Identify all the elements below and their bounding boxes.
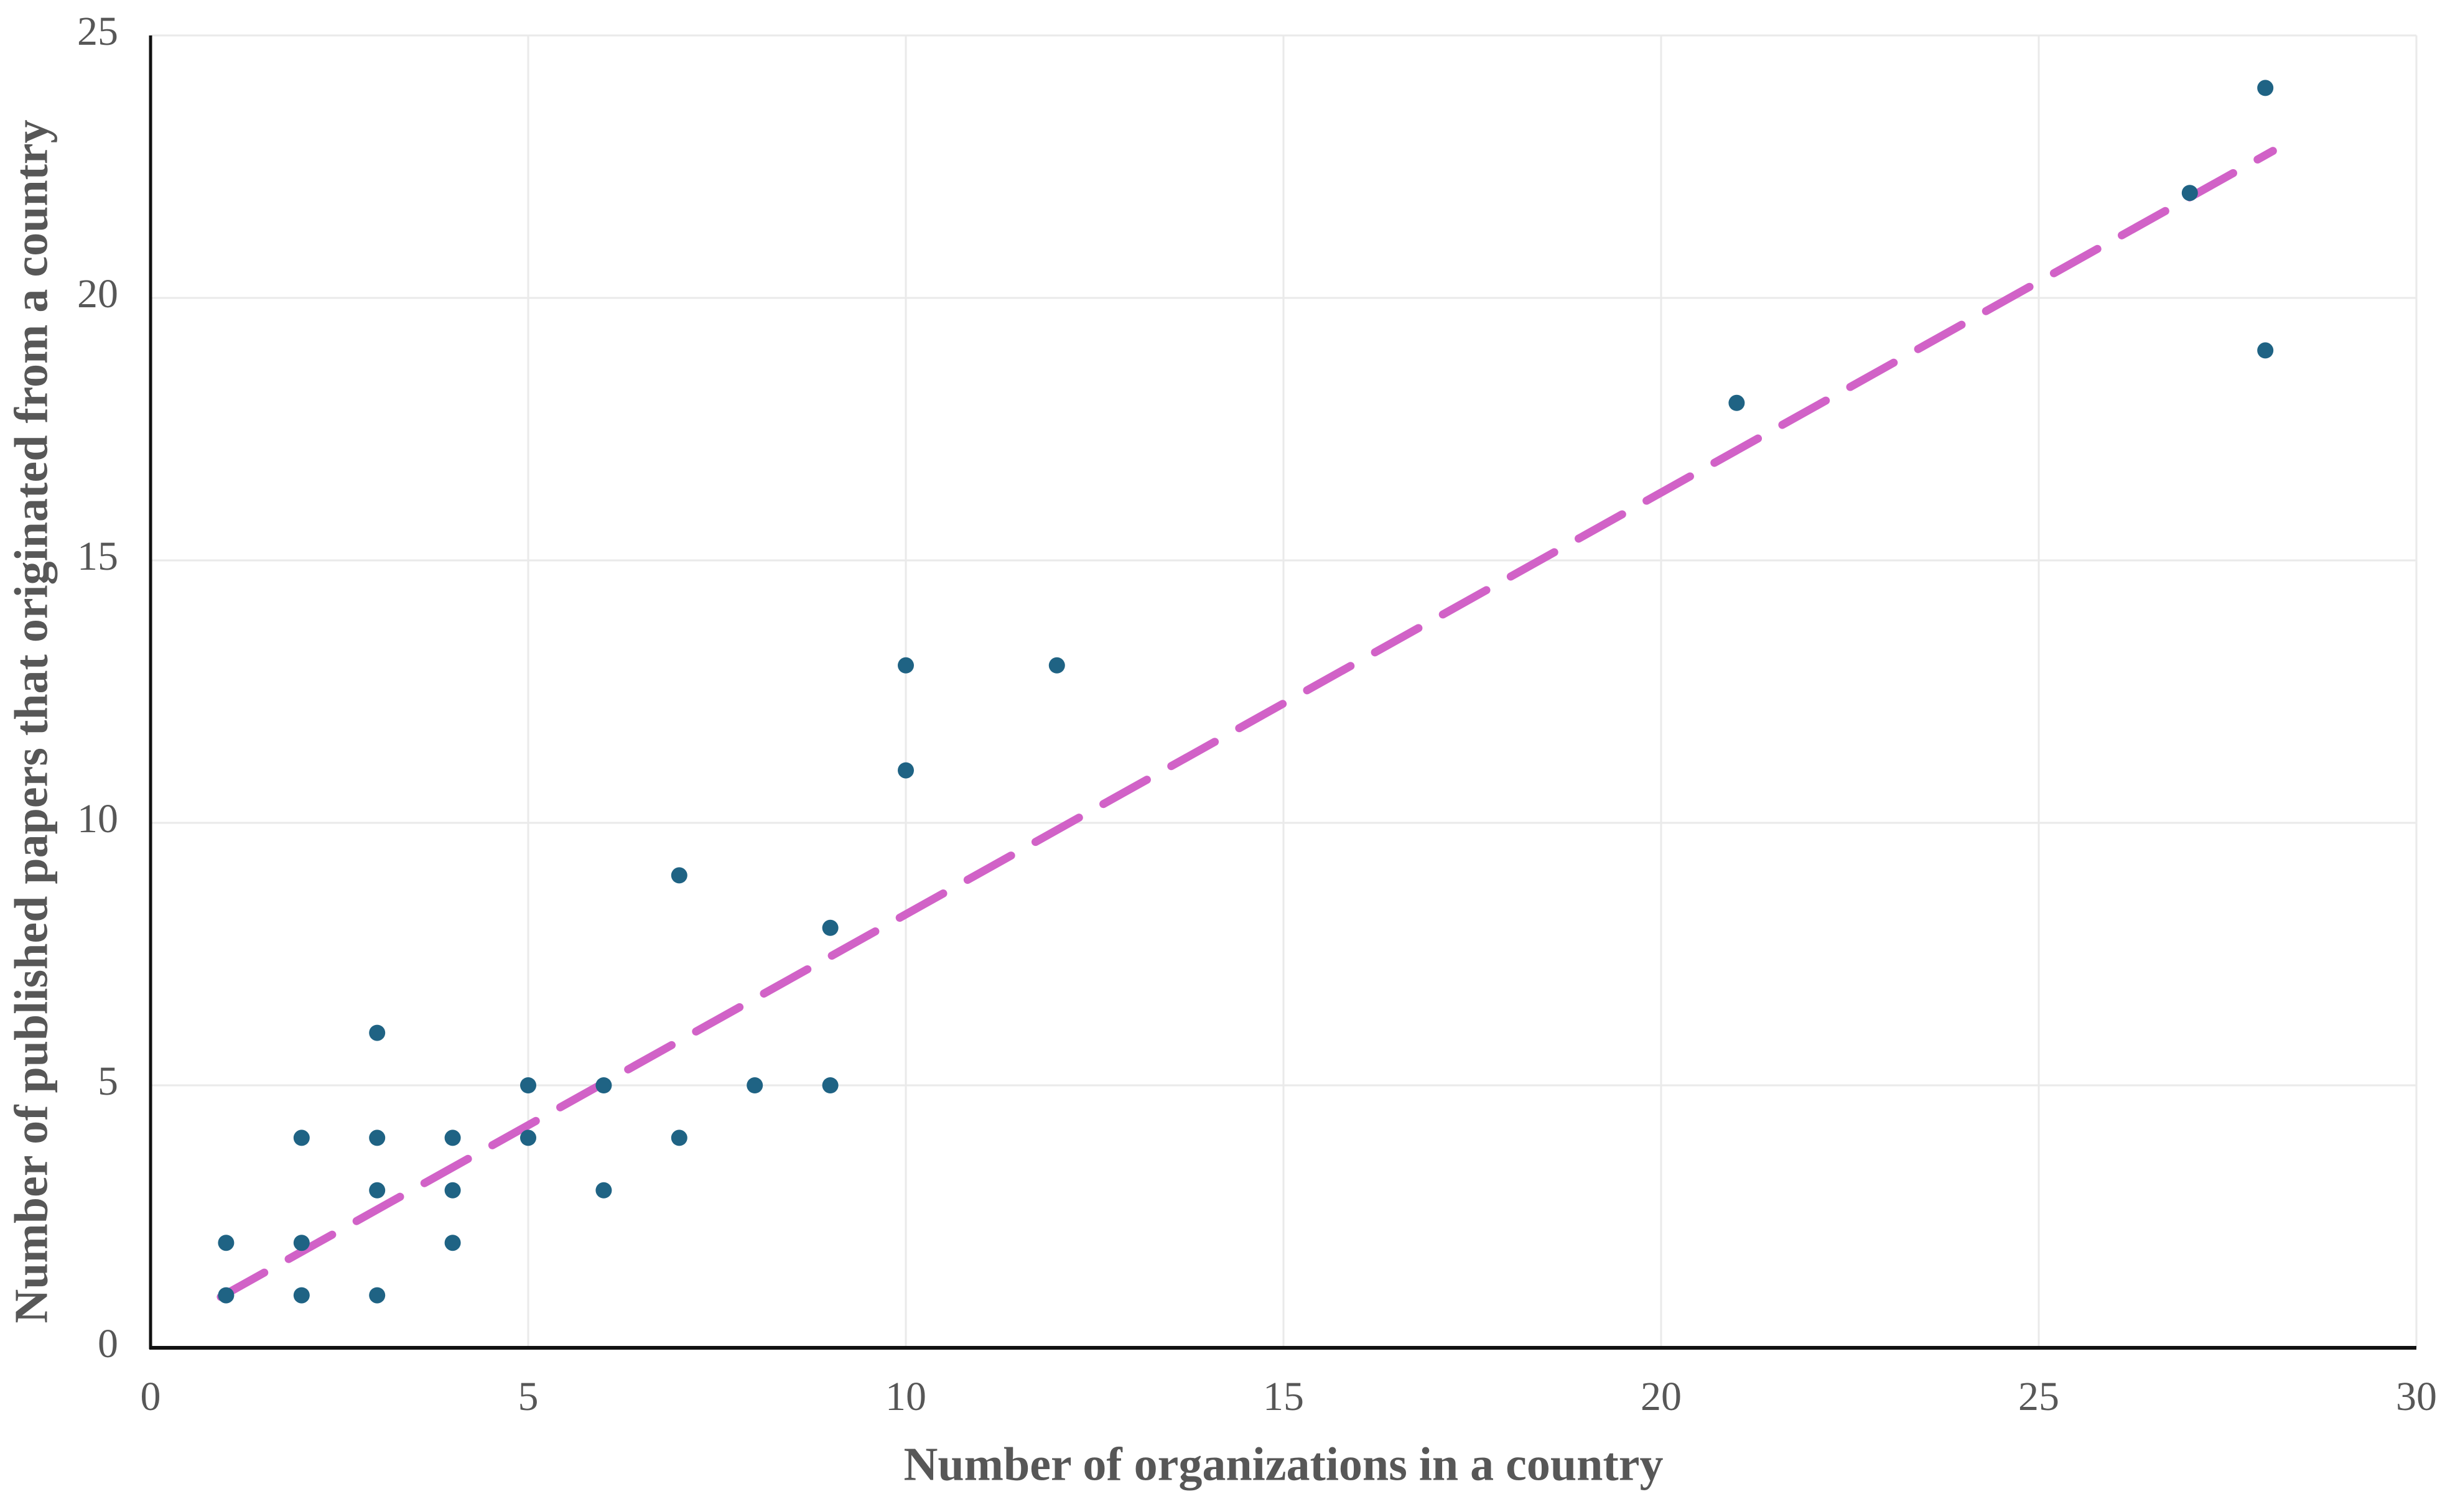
x-tick-label: 20 (1641, 1374, 1682, 1419)
data-point (293, 1235, 310, 1251)
data-point (218, 1235, 235, 1251)
y-tick-labels: 0 5 10 15 20 25 (77, 9, 118, 1366)
x-tick-labels: 0 5 10 15 20 25 30 (141, 1374, 2438, 1419)
data-point (218, 1287, 235, 1304)
data-point (747, 1077, 763, 1093)
trend-line (217, 147, 2277, 1301)
data-point (595, 1077, 612, 1093)
data-point (444, 1235, 461, 1251)
data-point (1048, 657, 1065, 674)
data-point (822, 919, 839, 936)
data-point (898, 657, 914, 674)
y-tick-label: 25 (77, 9, 118, 54)
y-tick-label: 10 (77, 796, 118, 842)
trend-line-group (217, 147, 2277, 1301)
data-point (369, 1024, 386, 1041)
data-point (520, 1077, 536, 1093)
data-point (671, 867, 687, 884)
x-tick-label: 5 (518, 1374, 539, 1419)
data-point (369, 1129, 386, 1146)
data-point (822, 1077, 839, 1093)
y-tick-label: 15 (77, 534, 118, 579)
x-tick-label: 25 (2018, 1374, 2059, 1419)
y-axis-title: Number of published papers that originat… (5, 119, 57, 1323)
data-point (1728, 394, 1745, 411)
y-tick-label: 5 (98, 1059, 118, 1104)
x-tick-label: 10 (885, 1374, 926, 1419)
data-point (898, 762, 914, 779)
gridlines (151, 34, 2418, 1348)
data-point (293, 1129, 310, 1146)
data-point (2257, 80, 2274, 96)
data-point (293, 1287, 310, 1304)
x-tick-label: 0 (141, 1374, 161, 1419)
data-point (369, 1287, 386, 1304)
data-point (444, 1182, 461, 1199)
x-tick-label: 15 (1263, 1374, 1304, 1419)
data-point (595, 1182, 612, 1199)
data-points (218, 80, 2274, 1304)
y-tick-label: 20 (77, 271, 118, 317)
x-tick-label: 30 (2396, 1374, 2437, 1419)
y-tick-label: 0 (98, 1321, 118, 1366)
data-point (369, 1182, 386, 1199)
data-point (2181, 185, 2198, 202)
x-axis-title: Number of organizations in a country (904, 1438, 1664, 1490)
axes (149, 35, 2416, 1350)
data-point (444, 1129, 461, 1146)
data-point (2257, 342, 2274, 359)
data-point (671, 1129, 687, 1146)
data-point (520, 1129, 536, 1146)
